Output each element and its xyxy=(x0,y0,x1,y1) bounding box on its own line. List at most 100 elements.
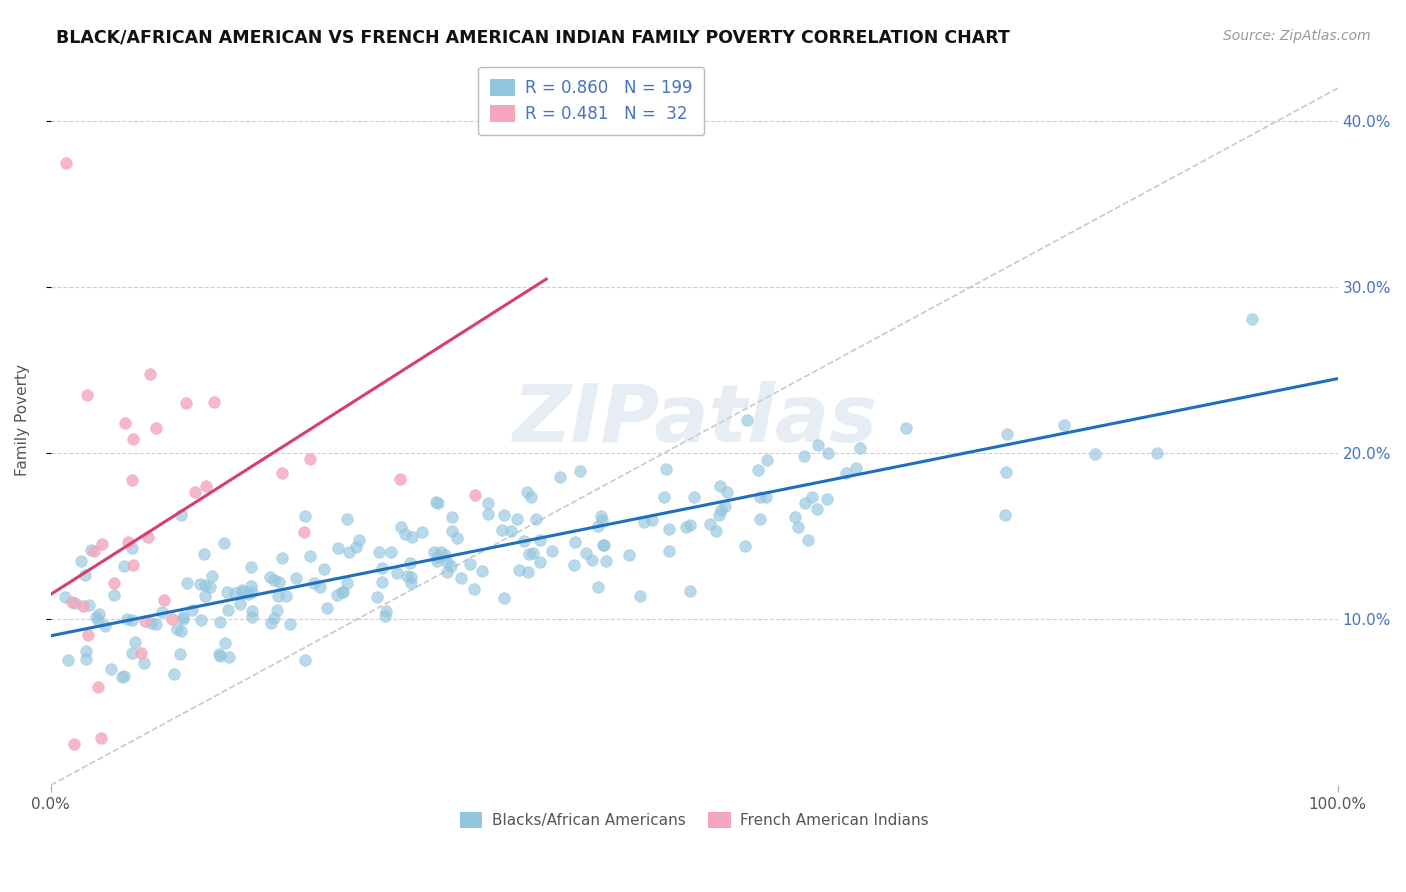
Point xyxy=(150,606,173,620)
Point xyxy=(375,604,398,618)
Point xyxy=(122,432,145,446)
Point xyxy=(139,368,162,382)
Point xyxy=(786,520,808,534)
Point xyxy=(103,576,125,591)
Point xyxy=(87,680,110,694)
Point xyxy=(683,490,706,504)
Text: ZIPatlas: ZIPatlas xyxy=(512,381,877,459)
Point xyxy=(492,591,515,605)
Point xyxy=(270,551,292,566)
Point xyxy=(679,583,702,598)
Point xyxy=(595,554,617,568)
Point xyxy=(586,519,609,533)
Point xyxy=(368,545,391,559)
Point xyxy=(63,737,86,751)
Point xyxy=(494,508,516,523)
Point xyxy=(271,466,294,480)
Point xyxy=(425,553,447,567)
Point xyxy=(589,509,612,524)
Point xyxy=(172,609,194,624)
Point xyxy=(325,588,347,602)
Point xyxy=(541,544,564,558)
Point xyxy=(704,524,727,538)
Point xyxy=(477,508,499,522)
Point xyxy=(103,588,125,602)
Point xyxy=(562,558,585,572)
Point xyxy=(845,461,868,475)
Point xyxy=(214,636,236,650)
Point xyxy=(239,560,262,574)
Point xyxy=(411,525,433,540)
Point xyxy=(994,508,1017,523)
Point xyxy=(446,531,468,545)
Point xyxy=(160,612,183,626)
Point xyxy=(785,509,807,524)
Point xyxy=(298,452,321,467)
Point xyxy=(796,533,818,547)
Point xyxy=(491,523,513,537)
Point xyxy=(73,568,96,582)
Point xyxy=(209,648,232,663)
Point xyxy=(591,513,613,527)
Point xyxy=(714,499,737,513)
Point xyxy=(756,453,779,467)
Point xyxy=(231,585,253,599)
Point xyxy=(134,615,156,629)
Point xyxy=(658,522,681,536)
Point xyxy=(675,520,697,534)
Point xyxy=(593,538,616,552)
Point xyxy=(193,548,215,562)
Point xyxy=(208,615,231,629)
Point xyxy=(208,647,231,661)
Point xyxy=(463,582,485,597)
Point xyxy=(849,442,872,456)
Point xyxy=(69,554,91,568)
Point xyxy=(121,647,143,661)
Point xyxy=(477,496,499,510)
Point xyxy=(505,512,527,526)
Point xyxy=(458,557,481,571)
Point xyxy=(513,533,536,548)
Point xyxy=(330,585,353,599)
Point xyxy=(699,516,721,531)
Point xyxy=(166,622,188,636)
Point xyxy=(121,541,143,556)
Point xyxy=(75,652,97,666)
Point xyxy=(433,548,456,562)
Point xyxy=(58,652,80,666)
Point xyxy=(501,524,523,538)
Point xyxy=(60,595,83,609)
Point xyxy=(617,549,640,563)
Point xyxy=(336,511,359,525)
Point xyxy=(422,545,444,559)
Point xyxy=(129,646,152,660)
Point xyxy=(399,575,422,590)
Point xyxy=(710,503,733,517)
Point xyxy=(806,502,828,516)
Point xyxy=(520,490,543,504)
Point xyxy=(450,571,472,585)
Point xyxy=(274,590,297,604)
Point xyxy=(835,466,858,480)
Point xyxy=(89,607,111,621)
Point xyxy=(326,541,349,555)
Point xyxy=(194,578,217,592)
Point xyxy=(396,569,419,583)
Point xyxy=(516,485,538,500)
Point xyxy=(84,610,107,624)
Point xyxy=(201,569,224,583)
Point xyxy=(398,556,420,570)
Text: Source: ZipAtlas.com: Source: ZipAtlas.com xyxy=(1223,29,1371,43)
Point xyxy=(641,513,664,527)
Point xyxy=(83,543,105,558)
Point xyxy=(76,628,98,642)
Point xyxy=(145,421,167,435)
Point xyxy=(112,668,135,682)
Point xyxy=(747,463,769,477)
Point xyxy=(748,512,770,526)
Point xyxy=(755,490,778,504)
Point xyxy=(141,615,163,630)
Point xyxy=(427,496,450,510)
Point xyxy=(429,545,451,559)
Point xyxy=(90,731,112,745)
